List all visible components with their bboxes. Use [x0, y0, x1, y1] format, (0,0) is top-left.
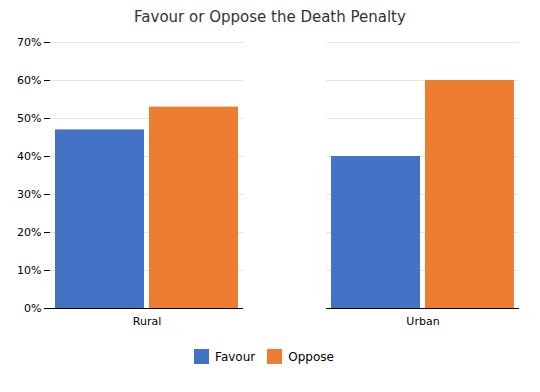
- svg-text:70%: 70%: [17, 36, 41, 49]
- svg-text:30%: 30%: [17, 188, 41, 201]
- html-text:Favour: Favour: [215, 349, 256, 364]
- svg-text:40%: 40%: [17, 150, 41, 163]
- svg-text:0%: 0%: [24, 302, 41, 315]
- svg-text:Rural: Rural: [133, 315, 161, 328]
- svg-text:Urban: Urban: [406, 315, 439, 328]
- svg-text:10%: 10%: [17, 264, 41, 277]
- html-text:Favour or Oppose the Death Pen: Favour or Oppose the Death Penalty: [134, 8, 406, 26]
- svg-text:50%: 50%: [17, 112, 41, 125]
- svg-text:60%: 60%: [17, 74, 41, 87]
- html-text:Oppose: Oppose: [288, 349, 334, 364]
- svg-text:20%: 20%: [17, 226, 41, 239]
